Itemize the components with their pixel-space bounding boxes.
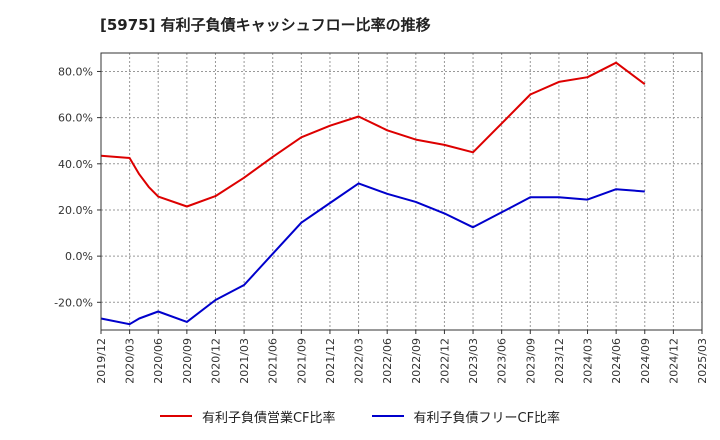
x-tick-label: 2024/06	[610, 338, 623, 384]
x-tick-label: 2022/09	[410, 338, 423, 384]
legend-swatch-blue	[371, 415, 404, 417]
legend: 有利子負債営業CF比率 有利子負債フリーCF比率	[0, 405, 720, 427]
x-tick-label: 2024/12	[667, 338, 680, 384]
legend-item-operating-cf: 有利子負債営業CF比率	[159, 407, 336, 426]
y-tick-label: 20.0%	[58, 204, 93, 217]
y-tick-label: 40.0%	[58, 158, 93, 171]
x-tick-label: 2022/03	[353, 338, 366, 384]
legend-label: 有利子負債フリーCF比率	[413, 410, 561, 426]
y-tick-label: 0.0%	[65, 250, 93, 263]
y-tick-label: -20.0%	[54, 296, 93, 309]
x-tick-label: 2020/09	[181, 338, 194, 384]
series-line-free-cf	[100, 182, 645, 326]
chart-title: [5975] 有利子負債キャッシュフロー比率の推移	[100, 16, 431, 34]
x-tick-label: 2021/12	[324, 338, 337, 384]
y-tick-label: 80.0%	[58, 65, 93, 78]
x-tick-label: 2023/06	[496, 338, 509, 384]
x-tick-label: 2023/03	[467, 338, 480, 384]
legend-label: 有利子負債営業CF比率	[201, 410, 336, 426]
x-tick-label: 2020/06	[152, 338, 165, 384]
x-tick-label: 2025/03	[696, 338, 709, 384]
legend-item-free-cf: 有利子負債フリーCF比率	[371, 407, 561, 426]
x-tick-label: 2022/06	[381, 338, 394, 384]
x-tick-label: 2021/09	[295, 338, 308, 384]
x-tick-label: 2022/12	[438, 338, 451, 384]
x-tick-label: 2021/03	[238, 338, 251, 384]
x-tick-label: 2023/09	[524, 338, 537, 384]
x-tick-label: 2021/06	[267, 338, 280, 384]
y-axis: 80.0% 60.0% 40.0% 20.0% 0.0% -20.0%	[54, 65, 101, 309]
series-lines	[100, 61, 646, 326]
grid	[101, 53, 702, 330]
legend-swatch-red	[159, 415, 192, 417]
plot-frame	[100, 52, 703, 331]
y-tick-label: 60.0%	[58, 112, 93, 125]
x-axis: 2019/12 2020/03 2020/06 2020/09 2020/12 2021/…	[95, 330, 709, 384]
series-line-operating-cf	[100, 61, 646, 208]
x-tick-label: 2024/09	[639, 338, 652, 384]
x-tick-label: 2020/03	[124, 338, 137, 384]
x-tick-label: 2024/03	[582, 338, 595, 384]
x-tick-label: 2019/12	[95, 338, 108, 384]
x-tick-label: 2023/12	[553, 338, 566, 384]
x-tick-label: 2020/12	[209, 338, 222, 384]
